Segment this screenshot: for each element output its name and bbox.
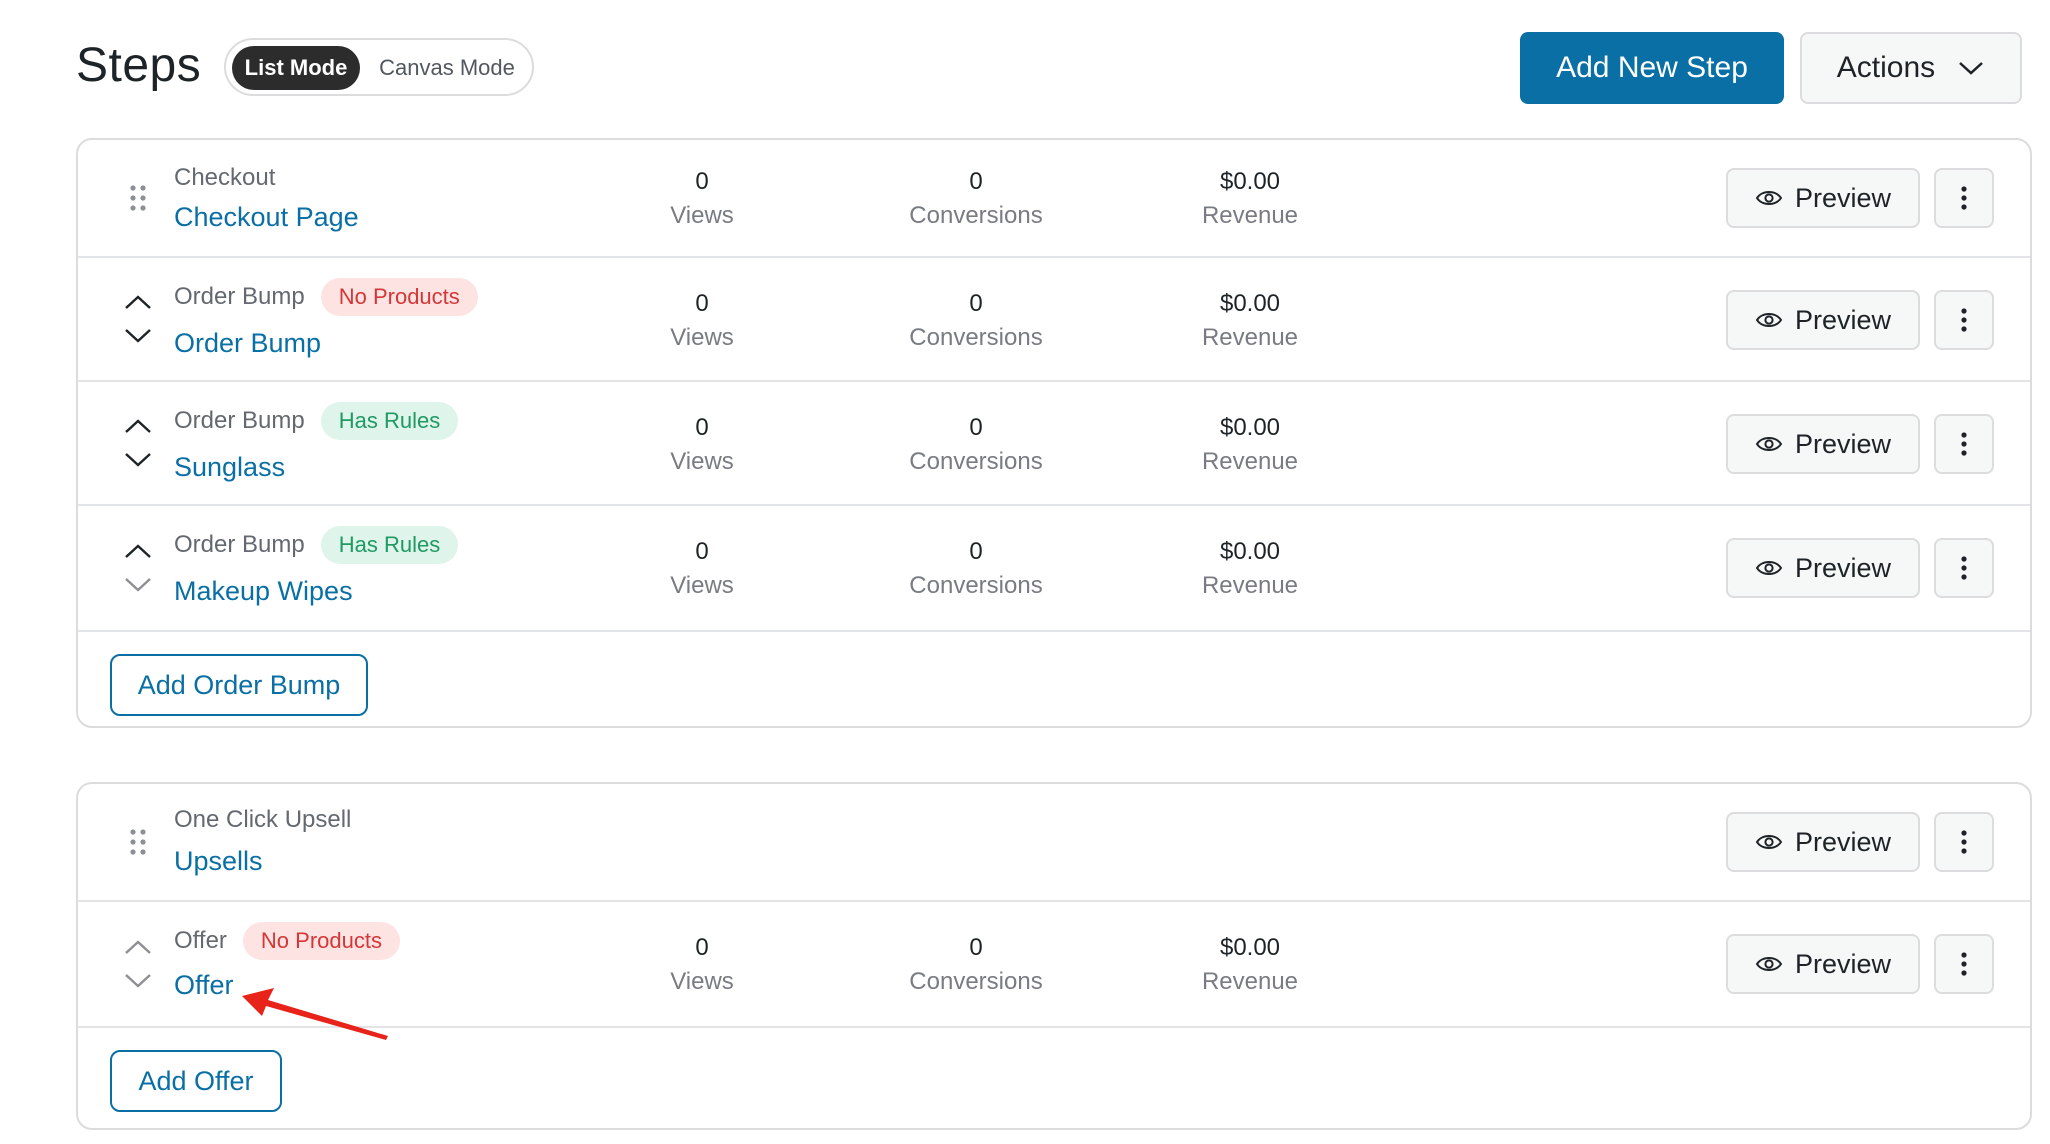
more-options-button[interactable] (1934, 812, 1994, 872)
drag-handle-icon (130, 829, 146, 855)
kebab-menu-icon (1961, 432, 1967, 456)
page-title: Steps (76, 39, 202, 92)
step-type: Offer No Products (174, 922, 400, 960)
conversions-stat: 0 Conversions (909, 538, 1043, 599)
step-type: Order Bump Has Rules (174, 402, 459, 440)
preview-button[interactable]: Preview (1726, 168, 1920, 228)
step-row: Order Bump Has Rules Sunglass 0 Views 0 Con… (78, 382, 2030, 506)
views-stat: 0 Views (670, 538, 734, 599)
views-stat: 0 Views (670, 168, 734, 229)
preview-button[interactable]: Preview (1726, 934, 1920, 994)
step-type: Order Bump Has Rules (174, 526, 459, 564)
more-options-button[interactable] (1934, 168, 1994, 228)
move-down-icon[interactable] (123, 451, 153, 469)
eye-icon (1755, 561, 1783, 575)
canvas-mode-button[interactable]: Canvas Mode (379, 55, 515, 80)
views-stat: 0 Views (670, 934, 734, 995)
reorder-controls (108, 902, 168, 1026)
preview-button[interactable]: Preview (1726, 414, 1920, 474)
revenue-stat: $0.00 Revenue (1201, 414, 1299, 475)
more-options-button[interactable] (1934, 538, 1994, 598)
eye-icon (1755, 437, 1783, 451)
conversions-stat: 0 Conversions (909, 290, 1043, 351)
step-name-link[interactable]: Makeup Wipes (174, 576, 353, 606)
checkout-step-group: Checkout Checkout Page 0 Views 0 Conversio… (76, 138, 2032, 728)
step-name-link[interactable]: Sunglass (174, 452, 286, 482)
kebab-menu-icon (1961, 830, 1967, 854)
more-options-button[interactable] (1934, 934, 1994, 994)
conversions-stat: 0 Conversions (909, 168, 1043, 229)
list-mode-button[interactable]: List Mode (232, 46, 360, 90)
revenue-stat: $0.00 Revenue (1201, 538, 1299, 599)
actions-button[interactable]: Actions (1800, 32, 2022, 104)
step-type: Order Bump No Products (174, 278, 478, 316)
revenue-stat: $0.00 Revenue (1201, 290, 1299, 351)
drag-handle-icon (130, 185, 146, 211)
conversions-stat: 0 Conversions (909, 934, 1043, 995)
add-offer-button[interactable]: Add Offer (110, 1050, 282, 1112)
status-badge: No Products (320, 278, 478, 316)
views-stat: 0 Views (670, 414, 734, 475)
step-row: Order Bump No Products Order Bump 0 Views … (78, 258, 2030, 382)
eye-icon (1755, 957, 1783, 971)
drag-handle[interactable] (108, 784, 168, 900)
annotation-arrow (242, 988, 388, 1040)
revenue-stat: $0.00 Revenue (1201, 168, 1299, 229)
step-type: Checkout (174, 164, 276, 191)
eye-icon (1755, 835, 1783, 849)
preview-button[interactable]: Preview (1726, 812, 1920, 872)
step-name-link[interactable]: Offer (174, 970, 234, 1000)
move-up-icon[interactable] (123, 938, 153, 956)
chevron-down-icon (1959, 62, 1984, 75)
move-up-icon[interactable] (123, 417, 153, 435)
step-name-link[interactable]: Upsells (174, 846, 263, 876)
move-up-icon[interactable] (123, 293, 153, 311)
move-down-icon[interactable] (123, 327, 153, 345)
reorder-controls (108, 258, 168, 380)
step-type: One Click Upsell (174, 806, 352, 833)
add-order-bump-button[interactable]: Add Order Bump (110, 654, 368, 716)
eye-icon (1755, 191, 1783, 205)
step-row: Checkout Checkout Page 0 Views 0 Conversio… (78, 140, 2030, 258)
revenue-stat: $0.00 Revenue (1201, 934, 1299, 995)
view-mode-toggle: List Mode Canvas Mode (224, 38, 534, 96)
move-down-icon[interactable] (123, 576, 153, 594)
move-down-icon[interactable] (123, 972, 153, 990)
eye-icon (1755, 313, 1783, 327)
conversions-stat: 0 Conversions (909, 414, 1043, 475)
reorder-controls (108, 506, 168, 630)
more-options-button[interactable] (1934, 290, 1994, 350)
preview-button[interactable]: Preview (1726, 290, 1920, 350)
more-options-button[interactable] (1934, 414, 1994, 474)
step-name-link[interactable]: Checkout Page (174, 202, 359, 232)
kebab-menu-icon (1961, 308, 1967, 332)
status-badge: Has Rules (320, 402, 459, 440)
step-name-link[interactable]: Order Bump (174, 328, 322, 358)
steps-header: Steps List Mode Canvas Mode Add New Step… (76, 32, 2032, 104)
status-badge: Has Rules (320, 526, 459, 564)
kebab-menu-icon (1961, 952, 1967, 976)
step-row: Offer No Products Offer 0 Views 0 Conversio… (78, 902, 2030, 1028)
reorder-controls (108, 382, 168, 504)
add-new-step-button[interactable]: Add New Step (1520, 32, 1784, 104)
preview-button[interactable]: Preview (1726, 538, 1920, 598)
drag-handle[interactable] (108, 140, 168, 256)
status-badge: No Products (242, 922, 400, 960)
step-row: Order Bump Has Rules Makeup Wipes 0 Views … (78, 506, 2030, 632)
move-up-icon[interactable] (123, 542, 153, 560)
kebab-menu-icon (1961, 556, 1967, 580)
upsell-step-group: One Click Upsell Upsells Preview Offer No… (76, 782, 2032, 1130)
kebab-menu-icon (1961, 186, 1967, 210)
step-row: One Click Upsell Upsells Preview (78, 784, 2030, 902)
actions-label: Actions (1836, 51, 1936, 84)
views-stat: 0 Views (670, 290, 734, 351)
